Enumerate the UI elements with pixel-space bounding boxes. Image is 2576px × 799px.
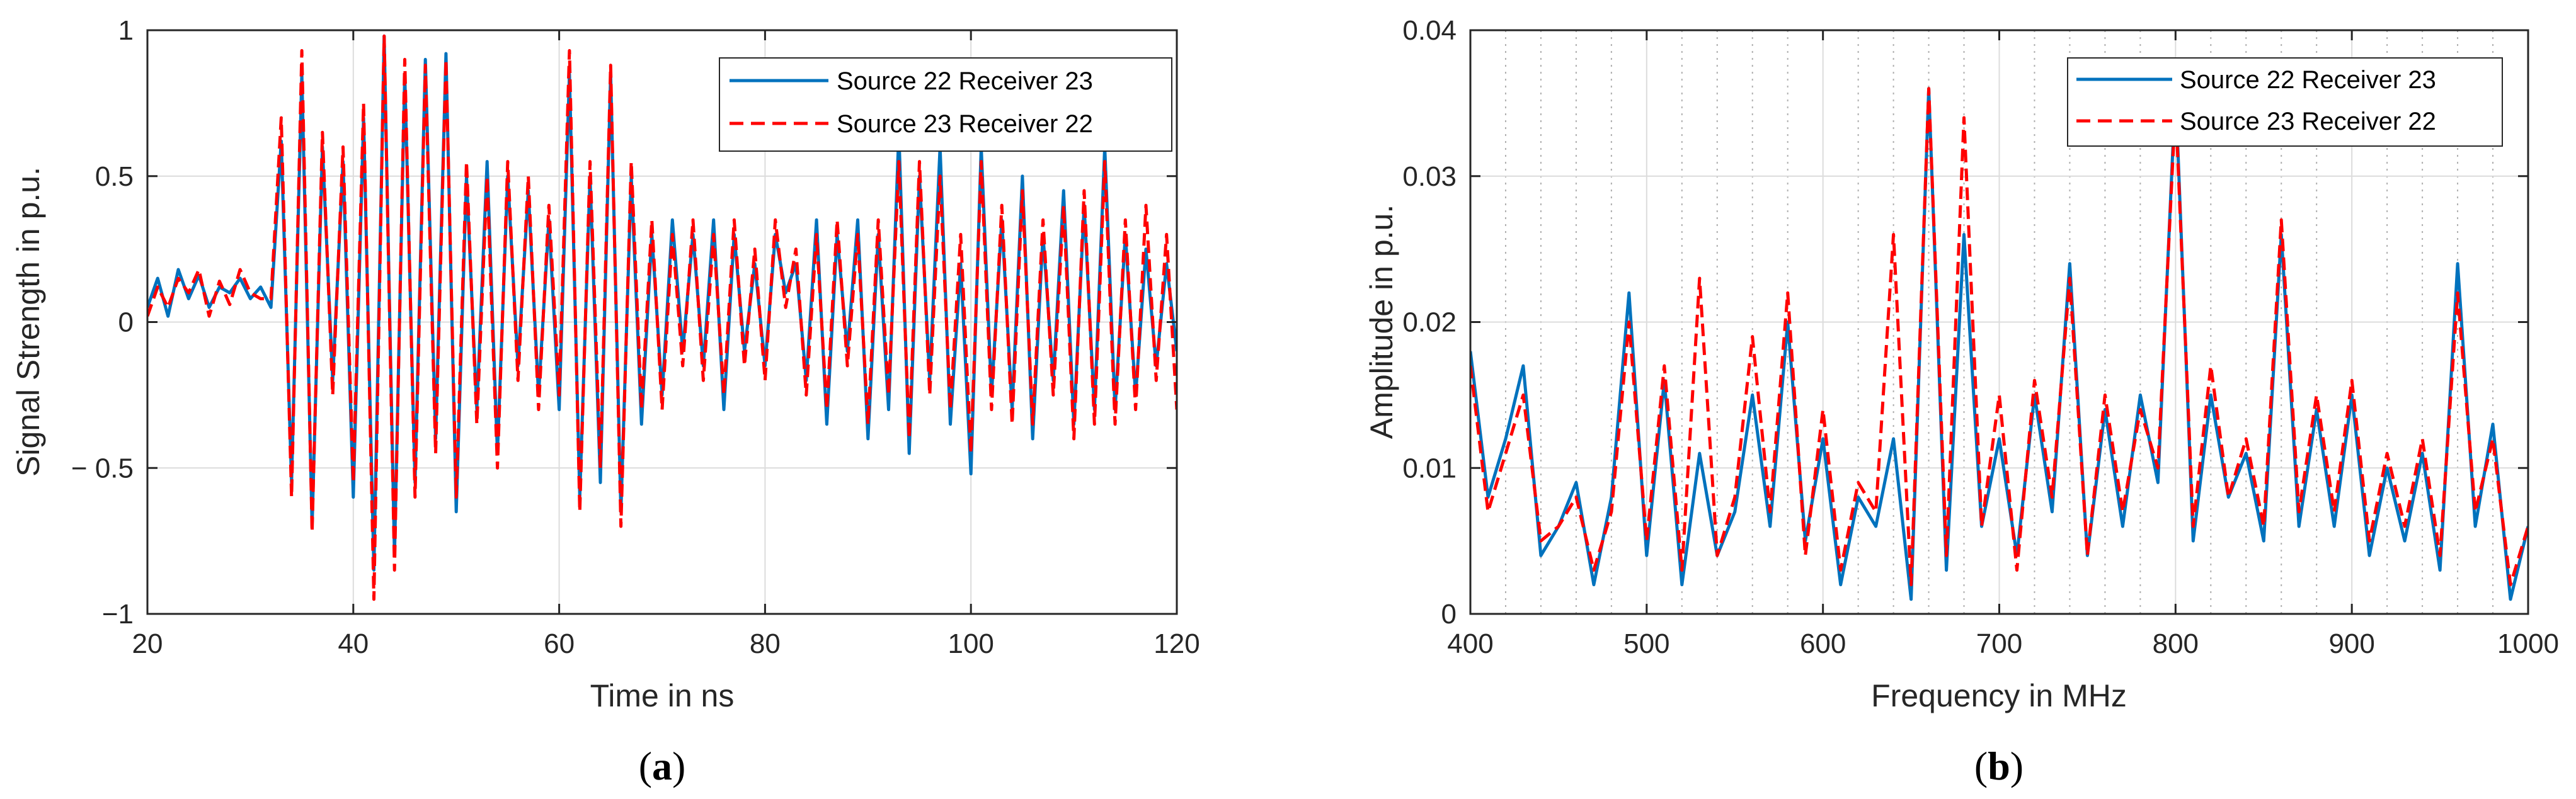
panel-a-y-label: Signal Strength in p.u. [11,167,46,477]
panel-b-x-tick-label: 1000 [2497,628,2559,659]
panel-b-x-tick-label: 700 [1976,628,2022,659]
panel-a-x-tick-label: 100 [947,628,993,659]
panel-b-legend: Source 22 Receiver 23 Source 23 Receiver… [2067,57,2503,147]
panel-b-series-line-1 [1470,87,2528,587]
panel-a-y-ticks: −1 − 0.5 0 0.5 1 [71,15,1177,630]
panel-a-x-tick-label: 20 [132,628,163,659]
panel-b-x-tick-label: 600 [1800,628,1846,659]
panel-a-y-tick-label: −1 [102,599,134,630]
panel-b-x-tick-label: 400 [1447,628,1493,659]
panel-b-legend-label-1: Source 23 Receiver 22 [2180,108,2436,135]
panel-a-y-tick-label: 0 [118,307,134,338]
panel-b-x-ticks: 400 500 600 700 800 900 1000 [1447,30,2559,659]
panel-a-lines [147,34,1177,601]
panel-a-y-tick-label: − 0.5 [71,453,134,484]
panel-b-y-tick-label: 0.04 [1402,15,1457,46]
panel-a-legend-label-0: Source 22 Receiver 23 [837,67,1093,95]
panel-a-legend-label-1: Source 23 Receiver 22 [837,110,1093,138]
panel-a-y-tick-label: 1 [118,15,134,46]
panel-b-y-ticks: 0 0.01 0.02 0.03 0.04 [1402,15,2528,630]
panel-b-legend-box [2067,57,2503,147]
panel-b-lines [1470,87,2528,601]
panel-a-x-tick-label: 80 [750,628,781,659]
panel-a-x-label: Time in ns [590,678,735,713]
panel-a-y-tick-label: 0.5 [95,161,134,192]
panel-b-caption: (b) [1974,744,2024,788]
panel-a: 20 40 60 80 100 120 −1 − 0.5 0 0.5 1 Time in ns S… [11,15,1200,788]
panel-b-y-tick-label: 0.02 [1402,307,1457,338]
panel-b-x-tick-label: 500 [1623,628,1669,659]
panel-a-legend-box [719,57,1172,152]
panel-a-x-ticks: 20 40 60 80 100 120 [132,30,1200,659]
panel-a-x-tick-label: 120 [1153,628,1199,659]
panel-b-y-label: Amplitude in p.u. [1364,205,1399,439]
panel-b-y-tick-label: 0 [1441,599,1457,630]
panel-b-legend-label-0: Source 22 Receiver 23 [2180,66,2436,94]
panel-b-y-tick-label: 0.03 [1402,161,1457,192]
panel-b-x-tick-label: 800 [2153,628,2199,659]
panel-b-series-line-0 [1470,87,2528,601]
panel-b-y-tick-label: 0.01 [1402,453,1457,484]
panel-a-x-tick-label: 40 [338,628,369,659]
panel-a-legend: Source 22 Receiver 23 Source 23 Receiver… [719,57,1172,152]
panel-a-x-tick-label: 60 [544,628,575,659]
panel-b: 400 500 600 700 800 900 1000 0 0.01 0.02 0.03 0.04… [1364,15,2559,788]
panel-a-series-line-1 [147,34,1177,601]
panel-b-x-label: Frequency in MHz [1871,678,2127,713]
panel-a-caption: (a) [639,744,686,788]
panel-b-x-tick-label: 900 [2328,628,2374,659]
